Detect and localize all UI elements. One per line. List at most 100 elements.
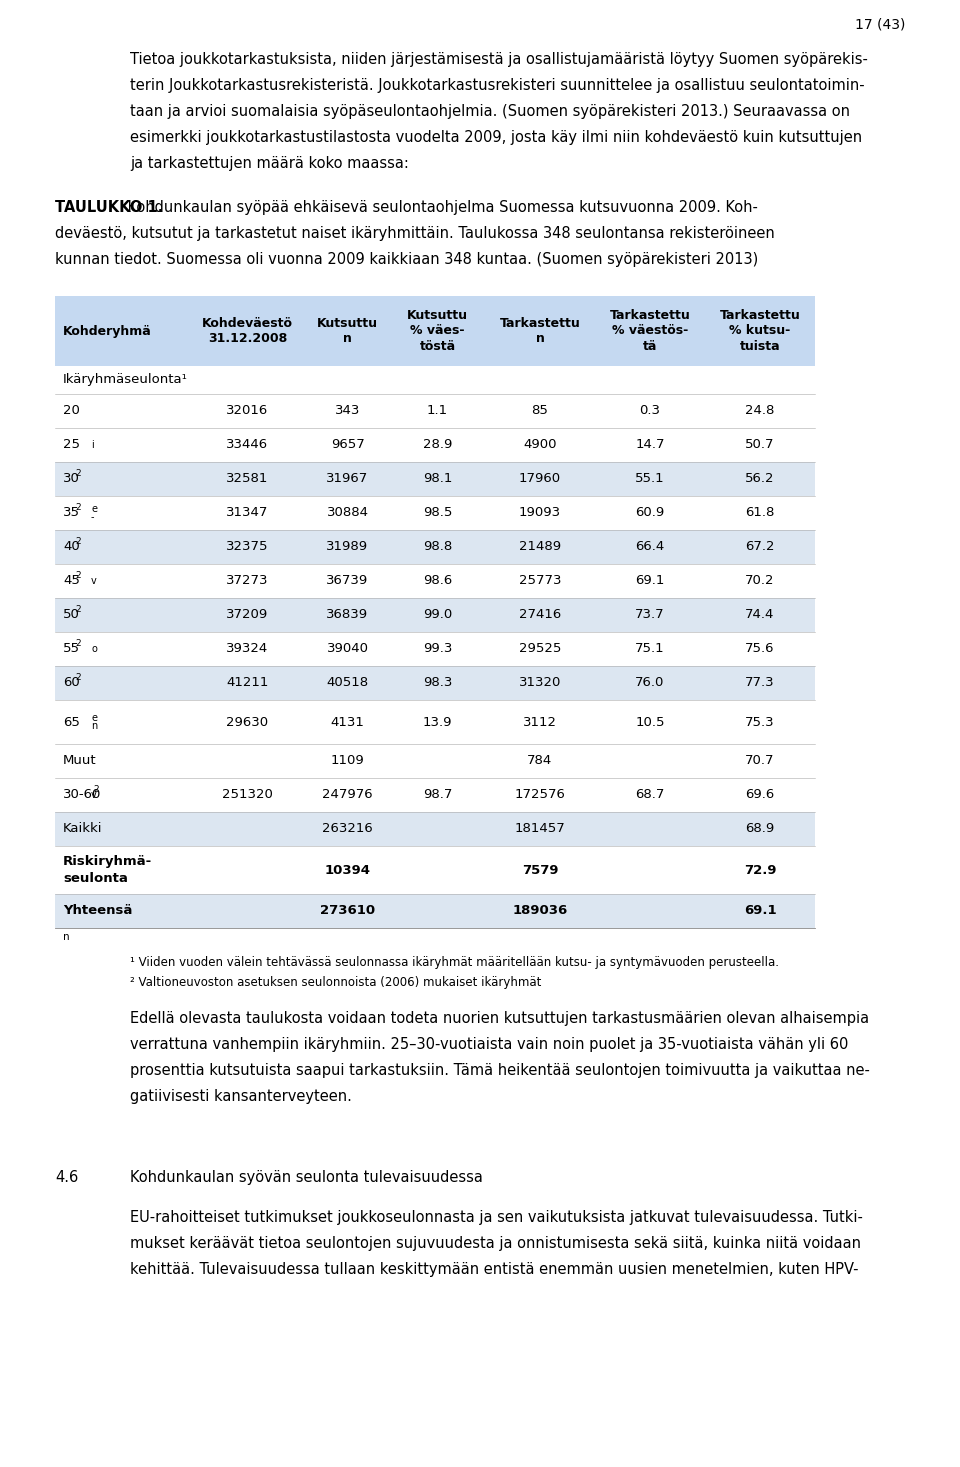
Text: 85: 85: [532, 405, 548, 418]
Text: 77.3: 77.3: [745, 676, 775, 689]
Text: 50: 50: [63, 609, 80, 622]
Text: 181457: 181457: [515, 823, 565, 836]
Text: n: n: [91, 720, 97, 731]
Text: 65: 65: [63, 716, 80, 729]
Bar: [55, 462, 815, 496]
Text: 70.2: 70.2: [745, 575, 775, 587]
Text: 29630: 29630: [227, 716, 269, 729]
Text: 33446: 33446: [227, 439, 269, 452]
Text: 31347: 31347: [227, 506, 269, 519]
Text: 189036: 189036: [513, 905, 567, 917]
Text: 3112: 3112: [523, 716, 557, 729]
Text: 2: 2: [75, 640, 81, 648]
Text: 27416: 27416: [518, 609, 562, 622]
Text: 35: 35: [63, 506, 80, 519]
Text: 69.1: 69.1: [744, 905, 777, 917]
Text: Edellä olevasta taulukosta voidaan todeta nuorien kutsuttujen tarkastusmäärien o: Edellä olevasta taulukosta voidaan todet…: [130, 1011, 869, 1025]
Bar: [55, 599, 815, 632]
Text: Tarkastettu
% väestös-
tä: Tarkastettu % väestös- tä: [610, 310, 690, 354]
Text: 4.6: 4.6: [55, 1171, 79, 1185]
Text: 69.1: 69.1: [636, 575, 664, 587]
Text: 1109: 1109: [330, 754, 365, 767]
Text: Muut: Muut: [63, 754, 97, 767]
Text: 19093: 19093: [519, 506, 561, 519]
Text: 31967: 31967: [326, 472, 369, 486]
Text: 4131: 4131: [330, 716, 365, 729]
Text: 9657: 9657: [330, 439, 365, 452]
Text: Ikäryhmäseulonta¹: Ikäryhmäseulonta¹: [63, 374, 188, 386]
Text: Riskiryhmä-
seulonta: Riskiryhmä- seulonta: [63, 855, 153, 885]
Text: 50.7: 50.7: [745, 439, 775, 452]
Text: 25773: 25773: [518, 575, 562, 587]
Text: 67.2: 67.2: [745, 540, 775, 553]
Text: 2: 2: [93, 785, 99, 795]
Text: 36839: 36839: [326, 609, 369, 622]
Text: 68.7: 68.7: [636, 788, 664, 801]
Text: 10394: 10394: [324, 864, 371, 876]
Text: 29525: 29525: [518, 643, 562, 656]
Text: Kohdunkaulan syövän seulonta tulevaisuudessa: Kohdunkaulan syövän seulonta tulevaisuud…: [130, 1171, 483, 1185]
Text: 2: 2: [75, 503, 81, 512]
Text: 13.9: 13.9: [422, 716, 452, 729]
Text: 32375: 32375: [227, 540, 269, 553]
Text: e: e: [91, 505, 97, 513]
Text: mukset keräävät tietoa seulontojen sujuvuudesta ja onnistumisesta sekä siitä, ku: mukset keräävät tietoa seulontojen sujuv…: [130, 1237, 861, 1251]
Text: ² Valtioneuvoston asetuksen seulonnoista (2006) mukaiset ikäryhmät: ² Valtioneuvoston asetuksen seulonnoista…: [130, 976, 541, 989]
Text: 98.7: 98.7: [422, 788, 452, 801]
Bar: [55, 632, 815, 666]
Text: 343: 343: [335, 405, 360, 418]
Text: 10.5: 10.5: [636, 716, 664, 729]
Text: 37273: 37273: [227, 575, 269, 587]
Text: 76.0: 76.0: [636, 676, 664, 689]
Text: 32016: 32016: [227, 405, 269, 418]
Text: 73.7: 73.7: [636, 609, 665, 622]
Text: 30-60: 30-60: [63, 788, 102, 801]
Bar: [55, 530, 815, 563]
Text: 172576: 172576: [515, 788, 565, 801]
Text: 99.3: 99.3: [422, 643, 452, 656]
Text: 69.6: 69.6: [745, 788, 775, 801]
Text: Kutsuttu
n: Kutsuttu n: [317, 317, 378, 345]
Text: 39040: 39040: [326, 643, 369, 656]
Bar: [55, 700, 815, 744]
Text: 4900: 4900: [523, 439, 557, 452]
Text: 41211: 41211: [227, 676, 269, 689]
Text: 14.7: 14.7: [636, 439, 664, 452]
Text: 251320: 251320: [222, 788, 273, 801]
Bar: [55, 496, 815, 530]
Text: 273610: 273610: [320, 905, 375, 917]
Text: Kohdunkaulan syöpää ehkäisevä seulontaohjelma Suomessa kutsuvuonna 2009. Koh-: Kohdunkaulan syöpää ehkäisevä seulontaoh…: [123, 200, 757, 216]
Text: 247976: 247976: [323, 788, 372, 801]
Text: 39324: 39324: [227, 643, 269, 656]
Text: Tietoa joukkotarkastuksista, niiden järjestämisestä ja osallistujamääristä löyty: Tietoa joukkotarkastuksista, niiden järj…: [130, 51, 868, 67]
Text: 98.1: 98.1: [422, 472, 452, 486]
Text: esimerkki joukkotarkastustilastosta vuodelta 2009, josta käy ilmi niin kohdeväes: esimerkki joukkotarkastustilastosta vuod…: [130, 131, 862, 145]
Text: 75.1: 75.1: [636, 643, 665, 656]
Text: 55.1: 55.1: [636, 472, 665, 486]
Bar: [55, 395, 815, 428]
Text: 98.6: 98.6: [422, 575, 452, 587]
Text: 21489: 21489: [519, 540, 561, 553]
Text: 37209: 37209: [227, 609, 269, 622]
Text: 32581: 32581: [227, 472, 269, 486]
Text: Kohdeväestö
31.12.2008: Kohdeväestö 31.12.2008: [202, 317, 293, 345]
Text: ¹ Viiden vuoden välein tehtävässä seulonnassa ikäryhmät määritellään kutsu- ja s: ¹ Viiden vuoden välein tehtävässä seulon…: [130, 956, 779, 970]
Text: 2: 2: [75, 606, 81, 615]
Text: 66.4: 66.4: [636, 540, 664, 553]
Text: 2: 2: [75, 537, 81, 547]
Text: deväestö, kutsutut ja tarkastetut naiset ikäryhmittäin. Taulukossa 348 seulontan: deväestö, kutsutut ja tarkastetut naiset…: [55, 226, 775, 241]
Text: kehittää. Tulevaisuudessa tullaan keskittymään entistä enemmän uusien menetelmie: kehittää. Tulevaisuudessa tullaan keskit…: [130, 1262, 858, 1276]
Bar: [55, 563, 815, 599]
Text: kunnan tiedot. Suomessa oli vuonna 2009 kaikkiaan 348 kuntaa. (Suomen syöpärekis: kunnan tiedot. Suomessa oli vuonna 2009 …: [55, 252, 758, 267]
Text: 2: 2: [75, 673, 81, 682]
Bar: [55, 813, 815, 846]
Bar: [55, 744, 815, 778]
Text: ja tarkastettujen määrä koko maassa:: ja tarkastettujen määrä koko maassa:: [130, 156, 409, 172]
Text: Kohderyhmä: Kohderyhmä: [63, 324, 152, 337]
Text: 60.9: 60.9: [636, 506, 664, 519]
Text: 28.9: 28.9: [422, 439, 452, 452]
Text: 0.3: 0.3: [639, 405, 660, 418]
Text: 98.5: 98.5: [422, 506, 452, 519]
Text: EU-rahoitteiset tutkimukset joukkoseulonnasta ja sen vaikutuksista jatkuvat tule: EU-rahoitteiset tutkimukset joukkoseulon…: [130, 1210, 863, 1225]
Text: 98.8: 98.8: [422, 540, 452, 553]
